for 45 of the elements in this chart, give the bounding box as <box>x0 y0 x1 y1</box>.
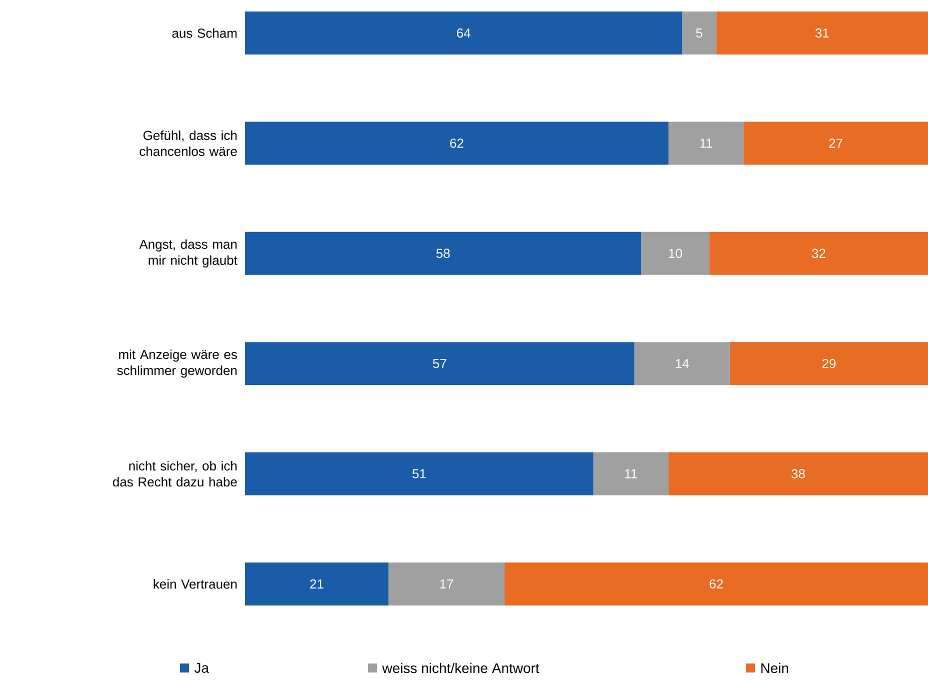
data-label: 31 <box>815 28 829 38</box>
bar <box>668 452 928 496</box>
bar <box>593 452 668 496</box>
y-tick-label: Gefühl, dass ich chancenlos wäre <box>140 130 237 156</box>
y-tick-label: Angst, dass man mir nicht glaubt <box>139 239 238 268</box>
bar <box>709 232 928 275</box>
bar <box>388 562 505 606</box>
y-tick-label: mit Anzeige wäre es schlimmer geworden <box>117 350 237 378</box>
y-tick-label: nicht sicher, ob ich das Recht dazu habe <box>112 460 237 487</box>
bar <box>504 562 928 606</box>
bar <box>245 122 668 165</box>
bar <box>730 342 928 386</box>
bar <box>245 342 634 386</box>
bar <box>668 122 744 165</box>
bar <box>245 12 682 55</box>
bar <box>682 12 716 55</box>
data-label: 21 <box>310 579 324 588</box>
data-label: 14 <box>676 359 689 368</box>
data-label: 51 <box>412 469 426 478</box>
legend-label: weiss nicht/keine Antwort <box>382 662 540 674</box>
legend-label: Nein <box>761 662 788 674</box>
data-label: 57 <box>432 359 446 368</box>
data-label: 10 <box>669 248 682 258</box>
data-label: 27 <box>829 138 842 148</box>
data-label: 58 <box>436 248 450 258</box>
legend-label: Ja <box>194 663 210 673</box>
bar <box>634 342 730 386</box>
bar <box>245 232 642 275</box>
bar <box>245 452 594 496</box>
bar <box>716 12 928 55</box>
data-label: 38 <box>792 469 805 478</box>
data-label: 11 <box>625 469 638 478</box>
y-tick-label: kein Vertrauen <box>154 579 237 589</box>
data-label: 32 <box>812 248 826 258</box>
bar <box>245 562 388 606</box>
data-label: 64 <box>456 28 470 38</box>
data-label: 17 <box>440 579 454 588</box>
bar <box>641 232 710 275</box>
data-label: 11 <box>700 138 712 148</box>
data-label: 62 <box>450 138 464 148</box>
data-label: 62 <box>710 579 723 589</box>
y-tick-label: aus Scham <box>172 28 237 38</box>
data-label: 5 <box>696 28 702 38</box>
bar <box>744 122 928 165</box>
data-label: 29 <box>822 358 836 368</box>
